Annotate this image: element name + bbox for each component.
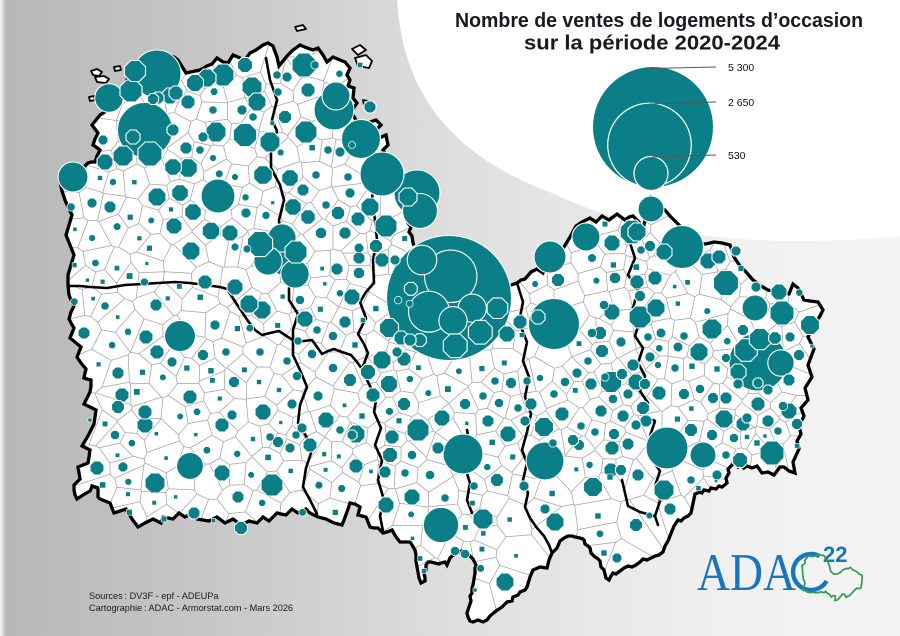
svg-text:ADA: ADA: [697, 544, 796, 602]
svg-text:sur la période 2020-2024: sur la période 2020-2024: [524, 33, 781, 55]
svg-text:Nombre de ventes de logements: Nombre de ventes de logements d’occasion: [455, 10, 863, 32]
svg-text:2 650: 2 650: [728, 97, 754, 109]
svg-text:22: 22: [823, 542, 847, 567]
svg-text:Sources : DV3F - epf - ADEUPa: Sources : DV3F - epf - ADEUPa: [89, 591, 219, 601]
svg-text:530: 530: [728, 150, 746, 162]
svg-text:Cartographie : ADAC - Armorsta: Cartographie : ADAC - Armorstat.com - Ma…: [89, 603, 293, 613]
svg-text:5 300: 5 300: [728, 62, 754, 74]
